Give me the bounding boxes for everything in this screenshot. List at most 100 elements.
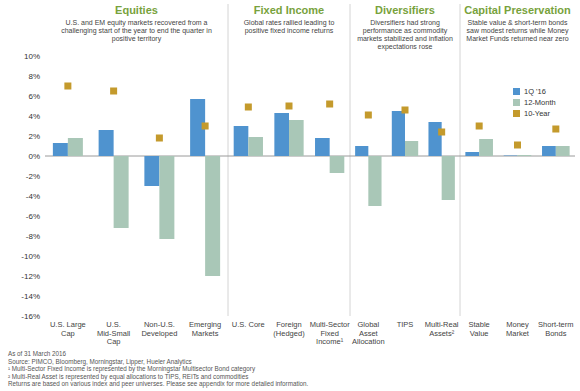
- bar: [479, 139, 493, 156]
- y-tick-label: -12%: [21, 272, 40, 281]
- text-line: Markets: [192, 329, 219, 338]
- panel-divider: [460, 4, 461, 316]
- group-title: Equities: [115, 4, 158, 16]
- y-tick-label: 0%: [28, 152, 40, 161]
- legend-swatch: [513, 99, 520, 106]
- bar: [392, 111, 405, 156]
- text-line: Income¹: [316, 337, 344, 346]
- group-subtitle: Global rates rallied leading topositive …: [244, 19, 335, 35]
- category-label: EmergingMarkets: [189, 320, 221, 338]
- bar: [504, 155, 518, 157]
- text-line: Stable value & short-term bonds: [468, 19, 568, 26]
- bar: [330, 156, 345, 173]
- bar: [144, 156, 159, 186]
- y-tick-label: -14%: [21, 292, 40, 301]
- bar: [114, 156, 129, 228]
- text-line: Market: [506, 329, 530, 338]
- bar: [315, 138, 330, 156]
- text-line: Global rates rallied leading to: [244, 19, 335, 27]
- text-line: saw modest returns while Money: [467, 27, 569, 35]
- marker: [326, 101, 333, 108]
- chart: Equities U.S. and EM equity markets recov…: [0, 0, 580, 391]
- marker: [286, 103, 293, 110]
- bar: [542, 146, 556, 156]
- category-label: GlobalAssetAllocation: [352, 320, 385, 346]
- bar: [99, 130, 114, 156]
- text-line: markets stabilized and inflation: [357, 35, 453, 42]
- bar: [355, 146, 368, 156]
- text-line: Diversifiers had strong: [370, 19, 440, 27]
- text-line: Value: [470, 329, 489, 338]
- legend-label: 10-Year: [524, 109, 550, 118]
- bar: [428, 122, 441, 156]
- category-label: Multi-RealAssets²: [425, 320, 459, 338]
- group-title: Fixed Income: [254, 4, 324, 16]
- category-label: MoneyMarket: [506, 320, 530, 338]
- category-label: U.S. Core: [232, 320, 265, 329]
- y-tick-label: 8%: [28, 72, 40, 81]
- bar: [442, 156, 455, 200]
- category-label: StableValue: [469, 320, 490, 338]
- footnote: As of 31 March 2016: [8, 350, 67, 357]
- y-tick-label: -2%: [26, 172, 40, 181]
- group-title: Diversifiers: [375, 4, 435, 16]
- bar: [205, 156, 220, 276]
- category-label: U.S.Mid-SmallCap: [97, 320, 131, 346]
- marker: [552, 126, 559, 133]
- marker: [476, 123, 483, 130]
- bar: [234, 126, 249, 156]
- group-title: Capital Preservation: [464, 4, 571, 16]
- bar: [159, 156, 174, 239]
- marker: [245, 104, 252, 111]
- bar: [556, 146, 570, 156]
- bar: [274, 113, 289, 156]
- marker: [514, 142, 521, 149]
- y-tick-label: 6%: [28, 92, 40, 101]
- marker: [365, 112, 372, 119]
- text-line: expectations rose: [378, 43, 433, 51]
- text-line: performance as commodity: [363, 27, 448, 35]
- y-tick-label: -16%: [21, 312, 40, 321]
- bar: [53, 143, 68, 156]
- footnote: Returns are based on various index and p…: [8, 380, 309, 388]
- y-tick-label: -8%: [26, 232, 40, 241]
- legend-swatch: [513, 88, 520, 95]
- text-line: Developed: [141, 329, 177, 338]
- marks: [53, 83, 570, 277]
- panel-divider: [228, 4, 229, 316]
- marker: [438, 129, 445, 136]
- bar: [248, 137, 263, 156]
- text-line: Bonds: [545, 329, 567, 338]
- bar: [465, 152, 479, 156]
- text-line: (Hedged): [273, 329, 305, 338]
- marker: [202, 123, 209, 130]
- y-tick-label: 10%: [24, 52, 40, 61]
- group-subtitle: Stable value & short-term bondssaw modes…: [466, 19, 569, 42]
- text-line: challenging start of the year to end the…: [61, 27, 212, 35]
- text-line: Allocation: [352, 337, 385, 346]
- legend-swatch: [513, 110, 520, 117]
- legend-label: 12-Month: [524, 98, 556, 107]
- text-line: TIPS: [397, 320, 414, 329]
- category-label: Non-U.S.Developed: [141, 320, 177, 338]
- text-line: positive territory: [112, 35, 162, 43]
- bar: [368, 156, 381, 206]
- panel-divider: [350, 4, 351, 316]
- bar: [405, 141, 418, 156]
- y-tick-label: 4%: [28, 112, 40, 121]
- y-tick-label: 2%: [28, 132, 40, 141]
- marker: [156, 135, 163, 142]
- legend: 1Q '16 12-Month 10-Year: [513, 87, 556, 118]
- bar: [518, 155, 532, 156]
- bar: [289, 120, 304, 156]
- group-subtitle: U.S. and EM equity markets recovered fro…: [61, 19, 212, 43]
- category-label: TIPS: [397, 320, 414, 329]
- legend-label: 1Q '16: [524, 87, 546, 96]
- category-label: Foreign(Hedged): [273, 320, 305, 338]
- group-subtitle: Diversifiers had strongperformance as co…: [357, 19, 453, 51]
- category-label: U.S. LargeCap: [50, 320, 86, 338]
- y-tick-label: -6%: [26, 212, 40, 221]
- marker: [402, 107, 409, 114]
- text-line: Assets²: [429, 329, 455, 338]
- bar: [68, 138, 83, 156]
